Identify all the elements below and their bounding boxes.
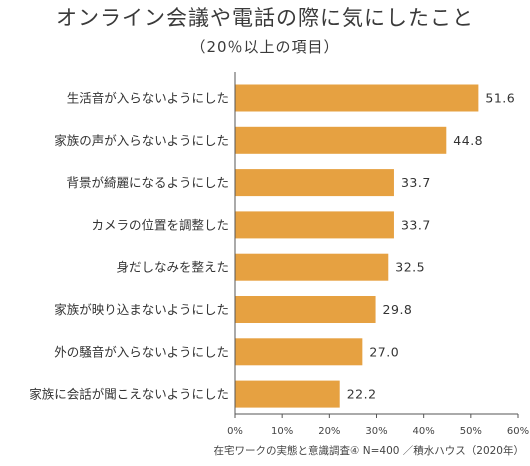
- data-label: 27.0: [369, 344, 399, 359]
- bar: [235, 338, 363, 366]
- bar: [235, 211, 394, 239]
- data-label: 33.7: [401, 175, 431, 190]
- bars-layer: [235, 84, 479, 408]
- data-label: 51.6: [485, 91, 515, 106]
- data-label: 32.5: [395, 260, 425, 275]
- x-tick-label: 60%: [507, 426, 529, 437]
- bar: [235, 169, 394, 197]
- x-tick-label: 30%: [365, 426, 387, 437]
- category-label: カメラの位置を調整した: [91, 217, 229, 232]
- x-tick-label: 20%: [318, 426, 340, 437]
- bar: [235, 380, 340, 408]
- x-tick-label: 50%: [460, 426, 482, 437]
- x-tick-label: 0%: [227, 426, 243, 437]
- data-label: 29.8: [383, 302, 413, 317]
- x-tick-label: 10%: [271, 426, 293, 437]
- bar: [235, 126, 447, 154]
- bar: [235, 296, 376, 323]
- bar: [235, 253, 389, 281]
- category-label: 背景が綺麗になるようにした: [66, 175, 229, 190]
- data-label: 44.8: [453, 133, 483, 148]
- data-label: 22.2: [347, 387, 377, 402]
- category-label: 家族が映り込まないようにした: [54, 302, 229, 317]
- category-label: 家族の声が入らないようにした: [54, 133, 229, 148]
- source-footnote: 在宅ワークの実態と意識調査④ N=400 ／積水ハウス（2020年）: [213, 445, 524, 457]
- x-tick-label: 40%: [413, 426, 435, 437]
- chart-title: オンライン会議や電話の際に気にしたこと: [56, 6, 474, 30]
- category-label: 身だしなみを整えた: [116, 260, 229, 275]
- x-axis: 0% 10% 20% 30% 40% 50% 60%: [227, 72, 529, 437]
- category-label: 家族に会話が聞こえないようにした: [29, 387, 229, 402]
- labels-layer: 生活音が入らないようにした 51.6 家族の声が入らないようにした 44.8 背景が綺麗…: [29, 91, 515, 402]
- data-label: 33.7: [401, 217, 431, 232]
- category-label: 外の騒音が入らないようにした: [54, 344, 229, 359]
- chart-subtitle: （20％以上の項目）: [190, 38, 340, 56]
- category-label: 生活音が入らないようにした: [67, 91, 229, 106]
- bar: [235, 84, 479, 112]
